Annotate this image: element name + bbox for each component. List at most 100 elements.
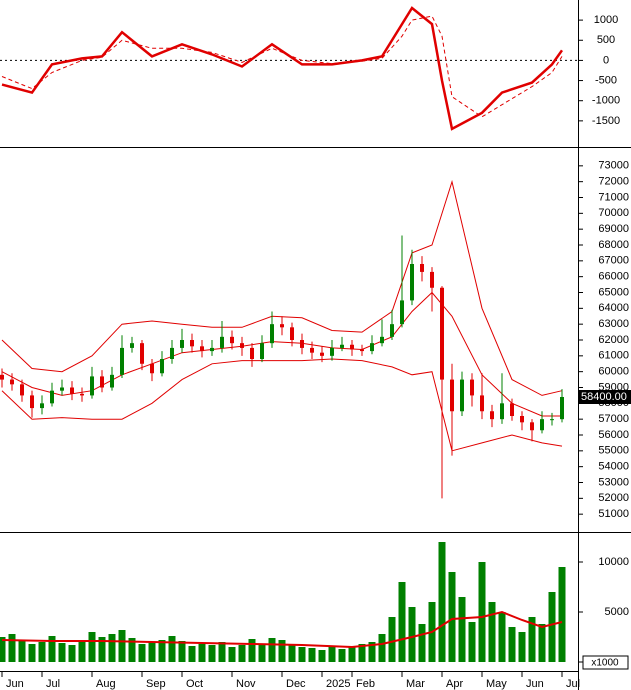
macd-line xyxy=(1,6,564,131)
bollinger-lower xyxy=(1,358,563,452)
candle-body xyxy=(180,340,184,348)
y-tick-label: 5000 xyxy=(605,606,629,618)
candle-body xyxy=(410,264,414,301)
y-tick-label: -1000 xyxy=(592,95,620,107)
candle-body xyxy=(480,395,484,412)
volume-bar xyxy=(58,643,66,662)
y-tick-label: -500 xyxy=(595,74,617,86)
candle-body xyxy=(530,422,534,431)
candle-body xyxy=(370,343,374,352)
volume-bar xyxy=(88,632,96,662)
volume-bar xyxy=(478,562,486,662)
candle-body xyxy=(510,403,514,416)
x-tick-label: Sep xyxy=(146,678,166,690)
candle-body xyxy=(170,347,174,359)
volume-bar xyxy=(548,592,556,662)
volume-bar xyxy=(78,640,86,662)
volume-bar xyxy=(398,582,406,662)
volume-bar xyxy=(328,646,336,662)
volume-bar xyxy=(138,644,146,662)
y-tick-label: 0 xyxy=(603,54,609,66)
candle-body xyxy=(360,349,364,352)
candle-body xyxy=(300,340,304,348)
candle-body xyxy=(30,395,34,409)
x-tick-label: Jun xyxy=(526,678,544,690)
unit-label: x1000 xyxy=(591,658,619,669)
volume-bar xyxy=(288,645,296,662)
volume-bar xyxy=(68,645,76,662)
candle-body xyxy=(140,343,144,364)
volume-bar xyxy=(188,646,196,662)
candle-body xyxy=(330,347,334,356)
volume-bar xyxy=(228,647,236,662)
y-tick-label: 64000 xyxy=(598,302,629,314)
volume-bar xyxy=(208,645,216,662)
candle-body xyxy=(110,374,114,388)
candle-body xyxy=(250,347,254,359)
candle-body xyxy=(60,387,64,391)
volume-bar xyxy=(48,636,56,662)
y-tick-label: 71000 xyxy=(598,191,629,203)
candle-body xyxy=(190,340,194,347)
volume-bar xyxy=(368,642,376,662)
volume-bar xyxy=(538,624,546,662)
y-tick-label: 61000 xyxy=(598,350,629,362)
candle-body xyxy=(260,343,264,359)
y-tick-label: 10000 xyxy=(598,556,629,568)
candle-body xyxy=(420,264,424,272)
candle-body xyxy=(290,327,294,340)
candle-body xyxy=(320,352,324,356)
volume-bar xyxy=(118,630,126,662)
last-price-label: 58400.00 xyxy=(581,391,627,403)
volume-bar xyxy=(508,627,516,662)
volume-bar xyxy=(8,634,16,662)
volume-bar xyxy=(458,597,466,662)
x-tick-label: Oct xyxy=(186,678,203,690)
candle-body xyxy=(440,287,444,380)
volume-bar xyxy=(498,612,506,662)
volume-bar xyxy=(408,607,416,662)
volume-bar xyxy=(338,649,346,662)
candle-body xyxy=(20,384,24,396)
y-tick-label: 53000 xyxy=(598,476,629,488)
y-tick-label: 68000 xyxy=(598,239,629,251)
candle-body xyxy=(380,336,384,344)
y-tick-label: 63000 xyxy=(598,318,629,330)
x-tick-label: May xyxy=(486,678,507,690)
candle-body xyxy=(430,271,434,288)
volume-bar xyxy=(448,572,456,662)
candle-body xyxy=(50,390,54,404)
y-tick-label: 56000 xyxy=(598,429,629,441)
y-tick-label: 70000 xyxy=(598,207,629,219)
volume-bar xyxy=(438,542,446,662)
candle-body xyxy=(120,347,124,375)
volume-bar xyxy=(168,636,176,662)
volume-bar xyxy=(318,650,326,662)
y-tick-label: 72000 xyxy=(598,176,629,188)
y-tick-label: 73000 xyxy=(598,160,629,172)
x-tick-label: 2025 xyxy=(326,678,350,690)
volume-bar xyxy=(218,642,226,662)
x-tick-label: Apr xyxy=(446,678,463,690)
volume-bar xyxy=(308,648,316,662)
candle-body xyxy=(500,403,504,420)
y-tick-label: 500 xyxy=(597,34,615,46)
volume-bar xyxy=(358,644,366,662)
y-tick-label: 52000 xyxy=(598,492,629,504)
volume-bar xyxy=(488,602,496,662)
candle-body xyxy=(230,336,234,344)
x-tick-label: Feb xyxy=(356,678,375,690)
x-tick-label: Jun xyxy=(6,678,24,690)
x-tick-label: Nov xyxy=(236,678,256,690)
volume-bar xyxy=(348,647,356,662)
candle-body xyxy=(490,411,494,420)
candle-body xyxy=(470,379,474,396)
volume-bar xyxy=(418,624,426,662)
x-tick-label: Jul xyxy=(566,678,580,690)
x-tick-label: Aug xyxy=(96,678,116,690)
candle-body xyxy=(560,397,564,420)
candle-body xyxy=(40,403,44,409)
volume-bar xyxy=(378,634,386,662)
candle-body xyxy=(280,324,284,328)
candle-body xyxy=(210,347,214,352)
